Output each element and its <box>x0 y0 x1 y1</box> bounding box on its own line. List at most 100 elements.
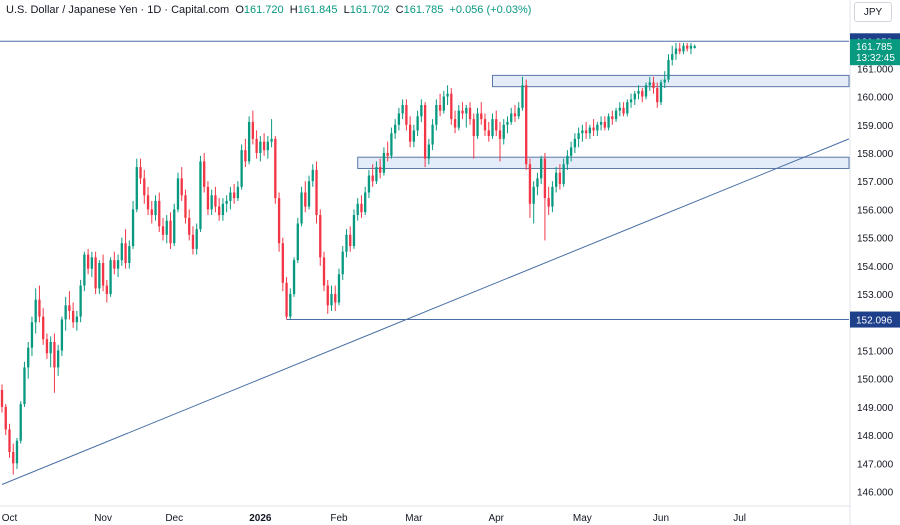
candle-body <box>255 138 258 153</box>
candle-body <box>423 105 427 159</box>
candle-body <box>45 339 49 354</box>
candle-body <box>139 167 142 179</box>
candle-body <box>412 130 416 142</box>
candle-body <box>277 198 281 244</box>
candle-body <box>206 186 210 210</box>
time-tick-label: Nov <box>94 513 112 524</box>
candle-body <box>176 178 180 210</box>
candle-body <box>341 251 344 275</box>
candle-body <box>326 285 329 306</box>
candle-body <box>23 367 26 405</box>
level-tag-label: 152.096 <box>856 316 893 327</box>
ascending-trendline <box>1 138 850 485</box>
price-axis[interactable]: 161.000 160.000 159.000 158.000 157.000 156.0… <box>849 0 894 525</box>
supply-zone <box>492 74 850 88</box>
price-tick-label: 151.000 <box>857 346 894 357</box>
candle-body <box>124 243 127 263</box>
time-axis[interactable]: Oct Nov Dec 2026 Feb Mar Apr May Jun Jul <box>0 505 850 524</box>
candle-body <box>330 294 333 306</box>
source-label: Capital.com <box>171 4 230 16</box>
price-tick-label: 154.000 <box>857 262 894 273</box>
price-tick-label: 158.000 <box>857 149 894 160</box>
candle-body <box>274 138 277 199</box>
candle-body <box>150 209 153 216</box>
candle-body <box>532 186 535 204</box>
currency-button[interactable]: JPY <box>854 2 892 22</box>
candle-body <box>674 48 678 55</box>
close-label: C <box>395 4 404 16</box>
candle-body <box>247 121 251 162</box>
candle-body <box>128 246 131 263</box>
candle-body <box>435 105 438 125</box>
candle-body <box>0 389 4 407</box>
candle-body <box>191 234 195 249</box>
price-tick-label: 161.000 <box>857 64 894 75</box>
candle-body <box>300 192 303 224</box>
candle-body <box>345 234 348 252</box>
candle-body <box>408 124 412 142</box>
candle-body <box>438 105 442 111</box>
candle-body <box>390 133 393 156</box>
candle-body <box>551 186 554 207</box>
candle-body <box>71 310 75 323</box>
candle-body <box>337 274 341 303</box>
price-tick-label: 149.000 <box>857 403 894 414</box>
price-tick-label: 157.000 <box>857 177 894 188</box>
supply-zone <box>357 156 850 169</box>
candle-body <box>382 152 386 173</box>
candle-body <box>599 121 603 125</box>
candle-body <box>487 130 490 137</box>
chart-header: U.S. Dollar / Japanese Yen · 1D · Capita… <box>6 4 531 16</box>
candle-body <box>203 161 206 187</box>
interval-label[interactable]: 1D <box>147 4 162 16</box>
candle-body <box>510 113 513 122</box>
symbol-name[interactable]: U.S. Dollar / Japanese Yen <box>6 4 138 16</box>
time-tick-label: Jun <box>653 513 669 524</box>
candle-body <box>229 192 232 201</box>
countdown-label: 13:32:45 <box>856 53 895 64</box>
candle-body <box>109 260 112 295</box>
candle-body <box>334 294 337 303</box>
candle-body <box>393 124 397 134</box>
candle-body <box>101 263 105 286</box>
time-tick-label: Jul <box>733 513 746 524</box>
time-tick-label: Mar <box>405 513 423 524</box>
time-tick-label: Apr <box>488 513 504 524</box>
candle-body <box>15 440 19 464</box>
candle-body <box>225 200 228 204</box>
candle-body <box>525 85 528 165</box>
candles <box>0 42 696 475</box>
candle-body <box>569 147 573 156</box>
candle-body <box>611 116 614 120</box>
candle-body <box>637 90 640 94</box>
candle-body <box>686 45 689 49</box>
low-label: L <box>343 4 350 16</box>
candle-body <box>60 319 64 351</box>
price-tick-label: 155.000 <box>857 234 894 245</box>
low-value: 161.702 <box>349 4 390 16</box>
candle-body <box>244 150 247 162</box>
price-tick-label: 148.000 <box>857 431 894 442</box>
candle-body <box>584 130 588 134</box>
candle-body <box>195 229 198 249</box>
price-tick-label: 160.000 <box>857 93 894 104</box>
candle-body <box>307 181 311 207</box>
candle-body <box>622 107 625 114</box>
candle-body <box>349 234 352 247</box>
open-value: 161.720 <box>243 4 284 16</box>
candle-body <box>450 93 453 120</box>
close-value: 161.785 <box>403 4 444 16</box>
candle-body <box>12 452 15 464</box>
candle-body <box>154 200 157 216</box>
high-value: 161.845 <box>297 4 338 16</box>
candle-body <box>480 113 483 120</box>
candle-body <box>528 164 532 204</box>
candle-body <box>491 119 494 137</box>
candle-body <box>364 192 367 213</box>
candle-body <box>472 119 475 137</box>
candle-body <box>667 59 670 80</box>
candle-body <box>453 119 457 128</box>
candle-body <box>558 172 562 184</box>
